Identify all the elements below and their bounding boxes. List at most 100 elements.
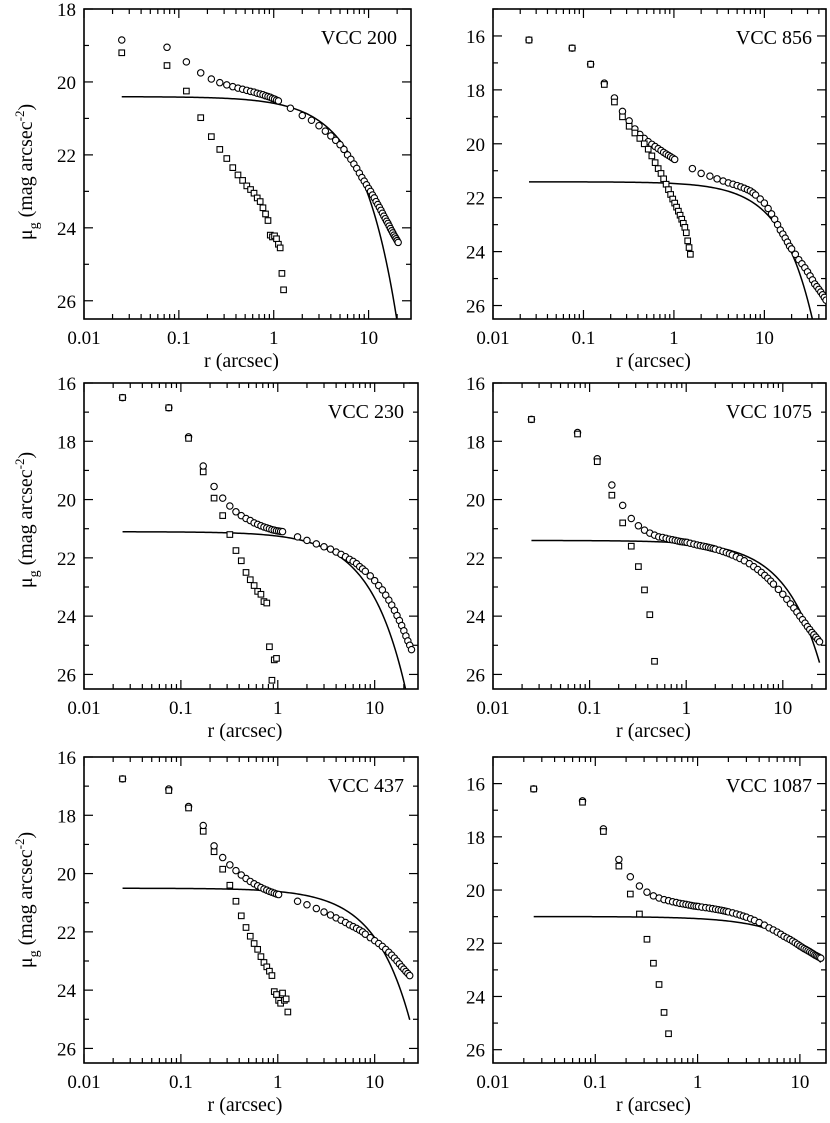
y-tick-label: 24 <box>57 219 77 240</box>
data-point-square <box>246 932 254 940</box>
data-point-circle <box>378 586 387 594</box>
data-point-square <box>579 798 586 806</box>
data-point-square <box>636 910 643 918</box>
x-axis-label: r (arcsec) <box>616 1094 691 1116</box>
y-label-rest: (mag arcsec <box>15 469 37 570</box>
data-point-square <box>643 935 651 943</box>
data-point-circle <box>361 930 370 938</box>
data-point-square <box>229 164 237 171</box>
data-point-square <box>243 182 251 190</box>
x-tick-label: 0.1 <box>167 328 191 349</box>
data-point-circle <box>232 508 240 516</box>
x-tick-label: 1 <box>269 328 279 349</box>
data-point-square <box>264 217 272 224</box>
y-tick-label: 26 <box>466 297 485 318</box>
data-point-circle <box>278 527 287 536</box>
data-point-square <box>684 237 692 245</box>
x-axis-ticks <box>492 9 820 319</box>
data-point-square <box>685 244 693 251</box>
data-layer <box>118 393 416 689</box>
x-tick-label: 1 <box>273 698 283 719</box>
x-axis-label: r (arcsec) <box>208 720 283 742</box>
y-tick-label: 26 <box>466 1041 485 1062</box>
data-point-square <box>219 865 227 873</box>
model-curve <box>122 531 407 689</box>
data-point-circle <box>274 97 283 105</box>
data-point-circle <box>293 897 302 906</box>
data-point-square <box>273 655 280 662</box>
svg-text:μg (mag arcsec-2): μg (mag arcsec-2) <box>12 104 42 240</box>
data-point-circle <box>634 522 643 530</box>
data-point-square <box>646 611 654 619</box>
panel-title: VCC 1087 <box>726 775 812 797</box>
x-axis-label: r (arcsec) <box>208 1094 283 1116</box>
data-point-square <box>587 60 594 68</box>
y-label-close: ) <box>15 104 37 111</box>
y-tick-label: 22 <box>466 549 485 570</box>
model-curve <box>121 96 398 319</box>
data-point-square <box>119 394 126 401</box>
data-point-circle <box>769 580 778 588</box>
data-point-circle <box>405 971 414 980</box>
data-point-square <box>250 582 258 589</box>
y-label-sup: -2 <box>12 111 27 122</box>
data-point-circle <box>822 296 826 304</box>
data-point-circle <box>643 888 651 896</box>
data-point-circle <box>751 191 760 199</box>
model-curve <box>122 887 411 1020</box>
plot-frame <box>83 382 419 690</box>
x-tick-label: 0.1 <box>583 1072 607 1093</box>
data-point-circle <box>361 567 370 576</box>
panel-vcc-1087: 0.01 0.1 1 10 16 18 20 22 24 26 r (arcsec) VCC 1087 <box>466 756 827 1116</box>
data-point-square <box>223 155 231 162</box>
x-tick-label: 10 <box>365 698 384 719</box>
data-point-square <box>163 62 171 69</box>
data-point-circle <box>307 116 316 124</box>
data-point-circle <box>618 501 627 510</box>
data-point-square <box>273 991 280 998</box>
data-point-circle <box>182 58 191 66</box>
data-point-circle <box>298 111 307 120</box>
data-point-square <box>631 129 639 137</box>
data-point-square <box>681 223 689 231</box>
data-point-circle <box>670 155 679 164</box>
x-tick-label: 0.1 <box>169 1072 193 1093</box>
data-point-circle <box>315 121 323 130</box>
data-point-square <box>636 135 644 142</box>
data-point-square <box>665 1030 672 1038</box>
data-point-square <box>276 244 284 252</box>
data-point-square <box>165 404 173 412</box>
data-layer <box>117 36 402 319</box>
x-tick-label: 1 <box>669 328 679 349</box>
y-tick-label: 24 <box>466 243 486 264</box>
series-total-profile <box>525 36 826 304</box>
data-point-circle <box>196 69 205 77</box>
data-layer <box>529 785 825 1038</box>
y-tick-label: 18 <box>57 806 76 827</box>
data-point-square <box>262 210 269 218</box>
data-point-square <box>635 563 642 570</box>
panel-vcc-1075: 0.01 0.1 1 10 16 18 20 22 24 26 r (arcsec) VCC 1075 <box>466 374 827 742</box>
y-tick-label: 16 <box>57 374 76 395</box>
data-point-circle <box>815 638 824 646</box>
panel-vcc-437: 0.01 0.1 1 10 16 18 20 22 24 26 r (arcsec) VCC 437 <box>57 748 419 1116</box>
data-point-square <box>660 175 667 183</box>
data-point-circle <box>767 210 776 218</box>
y-tick-label: 18 <box>466 828 485 849</box>
y-label-sub: g <box>27 570 42 577</box>
x-axis-ticks <box>83 383 405 689</box>
x-tick-label: 10 <box>773 698 792 719</box>
y-tick-label: 16 <box>466 775 485 796</box>
data-point-circle <box>615 855 623 864</box>
data-point-circle <box>327 132 335 140</box>
y-axis-label-middle: μg (mag arcsec-2) <box>12 452 42 588</box>
y-tick-label: 18 <box>57 0 76 21</box>
data-point-square <box>232 547 240 554</box>
data-point-square <box>640 140 648 148</box>
y-tick-label: 16 <box>466 374 485 395</box>
data-point-square <box>259 204 267 212</box>
data-point-square <box>118 49 126 57</box>
data-point-circle <box>312 540 321 548</box>
data-point-square <box>246 576 254 584</box>
data-point-circle <box>787 245 796 253</box>
